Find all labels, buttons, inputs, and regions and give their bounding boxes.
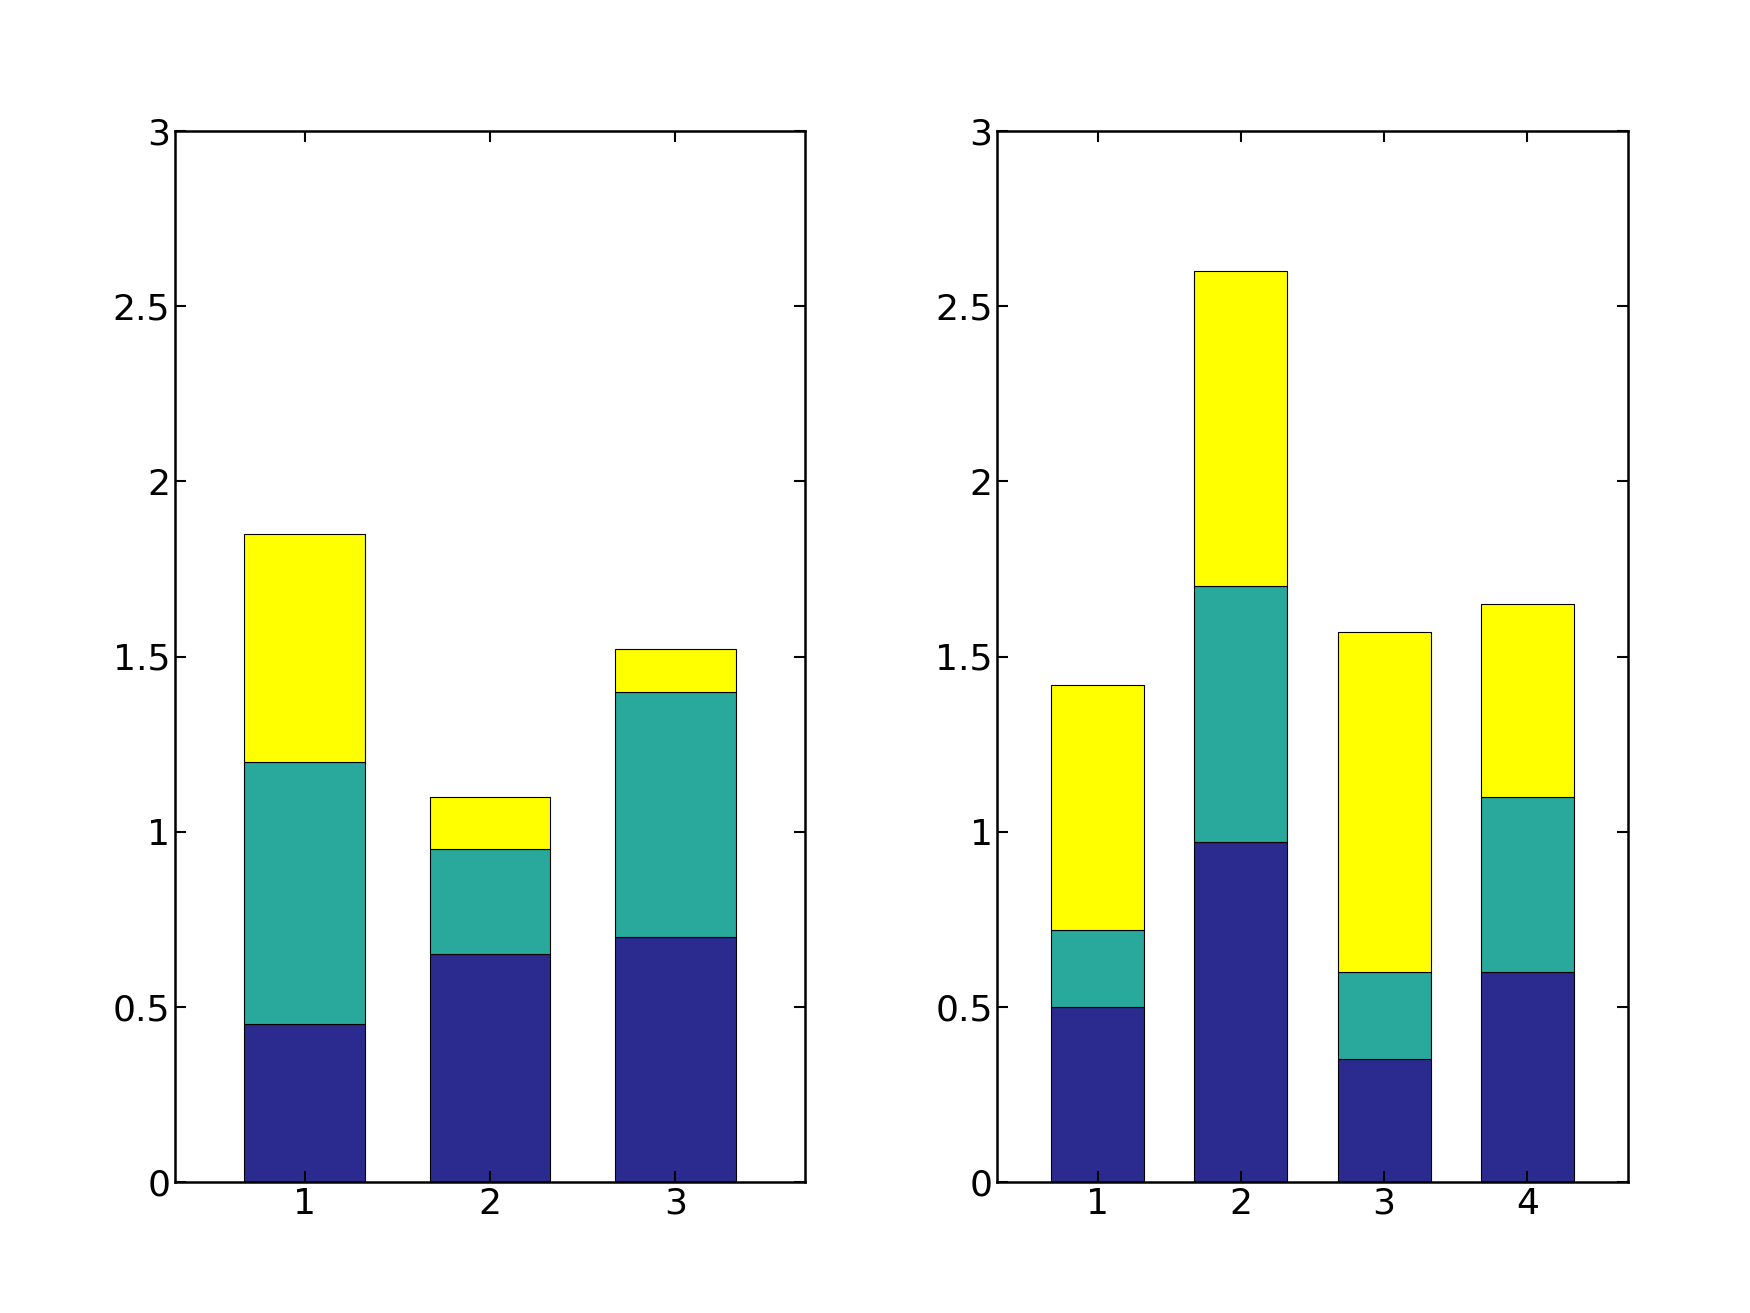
Bar bbox=[245, 762, 366, 1024]
Bar bbox=[614, 650, 735, 692]
Bar bbox=[1480, 972, 1573, 1182]
Bar bbox=[1480, 604, 1573, 797]
Bar bbox=[245, 534, 366, 762]
Bar bbox=[1195, 272, 1288, 587]
Bar bbox=[1337, 972, 1430, 1060]
Bar bbox=[614, 692, 735, 936]
Bar bbox=[430, 955, 550, 1182]
Bar bbox=[1052, 684, 1144, 930]
Bar bbox=[1052, 930, 1144, 1007]
Bar bbox=[1195, 587, 1288, 842]
Bar bbox=[1195, 842, 1288, 1182]
Bar bbox=[430, 850, 550, 955]
Bar bbox=[1337, 1060, 1430, 1182]
Bar bbox=[1337, 632, 1430, 972]
Bar bbox=[614, 936, 735, 1182]
Bar bbox=[1052, 1007, 1144, 1182]
Bar bbox=[430, 797, 550, 850]
Bar bbox=[245, 1024, 366, 1182]
Bar bbox=[1480, 797, 1573, 972]
